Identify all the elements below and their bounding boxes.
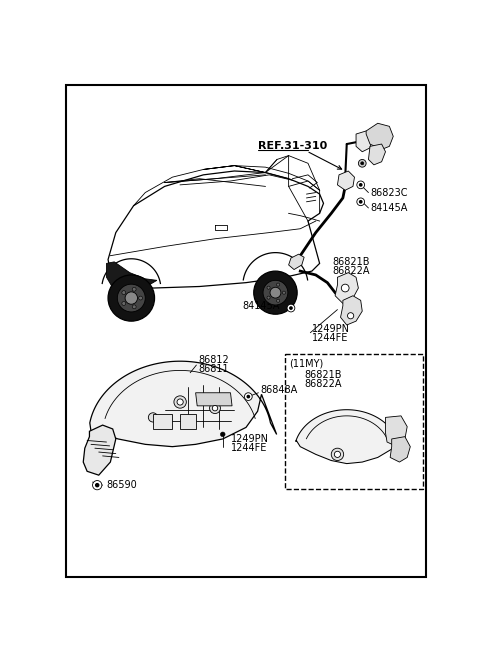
Polygon shape: [335, 272, 359, 303]
Circle shape: [148, 413, 157, 422]
Text: 1244FE: 1244FE: [230, 443, 267, 453]
Circle shape: [220, 432, 225, 437]
Text: 86811: 86811: [198, 364, 228, 374]
Polygon shape: [288, 254, 304, 270]
Circle shape: [247, 396, 250, 398]
Circle shape: [282, 291, 286, 294]
Circle shape: [270, 288, 281, 298]
Polygon shape: [390, 437, 410, 462]
Circle shape: [357, 198, 365, 206]
Polygon shape: [108, 171, 324, 288]
Text: 86812: 86812: [198, 354, 228, 365]
Polygon shape: [296, 410, 402, 464]
Text: 86821B: 86821B: [304, 370, 342, 380]
Circle shape: [267, 296, 270, 299]
Circle shape: [360, 183, 362, 186]
Text: (11MY): (11MY): [288, 358, 323, 369]
Circle shape: [117, 284, 145, 312]
Circle shape: [212, 405, 218, 411]
Polygon shape: [369, 144, 385, 165]
Circle shape: [96, 483, 99, 487]
Circle shape: [276, 283, 280, 286]
Circle shape: [139, 296, 143, 300]
Circle shape: [360, 200, 362, 203]
Polygon shape: [196, 393, 232, 406]
Circle shape: [93, 481, 102, 490]
Text: 86822A: 86822A: [304, 379, 342, 389]
Circle shape: [254, 271, 297, 314]
Circle shape: [122, 301, 126, 305]
Text: 1244FE: 1244FE: [312, 333, 348, 343]
Circle shape: [125, 292, 137, 304]
Circle shape: [108, 275, 155, 321]
Text: 86590: 86590: [107, 480, 137, 490]
Polygon shape: [180, 413, 196, 429]
Circle shape: [244, 393, 252, 400]
Text: 86821B: 86821B: [333, 257, 370, 267]
Circle shape: [267, 286, 270, 290]
Text: 86848A: 86848A: [260, 385, 297, 396]
Text: REF.31-310: REF.31-310: [258, 141, 327, 151]
Circle shape: [122, 291, 126, 295]
Polygon shape: [83, 425, 116, 475]
Circle shape: [360, 162, 364, 165]
Circle shape: [357, 181, 365, 189]
Polygon shape: [340, 296, 362, 325]
Circle shape: [331, 448, 344, 460]
Polygon shape: [153, 413, 172, 429]
Circle shape: [359, 159, 366, 167]
Circle shape: [210, 403, 220, 413]
Circle shape: [174, 396, 186, 408]
Text: 84145A: 84145A: [370, 203, 408, 213]
Circle shape: [341, 284, 349, 292]
Text: 1249PN: 1249PN: [312, 324, 350, 334]
Polygon shape: [356, 131, 372, 152]
Text: 86822A: 86822A: [333, 266, 370, 276]
Circle shape: [132, 288, 136, 291]
Bar: [285, 354, 423, 489]
Text: 86823C: 86823C: [370, 187, 408, 198]
Polygon shape: [385, 416, 407, 447]
Polygon shape: [90, 361, 276, 447]
Text: 84145A: 84145A: [242, 301, 279, 310]
Circle shape: [290, 307, 292, 309]
Circle shape: [132, 305, 136, 309]
Circle shape: [177, 399, 183, 405]
Circle shape: [335, 451, 340, 457]
Circle shape: [276, 299, 280, 302]
Circle shape: [263, 280, 288, 305]
Text: 1249PN: 1249PN: [230, 434, 268, 444]
Polygon shape: [337, 171, 355, 190]
Polygon shape: [107, 262, 157, 293]
Circle shape: [348, 312, 354, 319]
Circle shape: [287, 304, 295, 312]
Polygon shape: [366, 123, 393, 149]
